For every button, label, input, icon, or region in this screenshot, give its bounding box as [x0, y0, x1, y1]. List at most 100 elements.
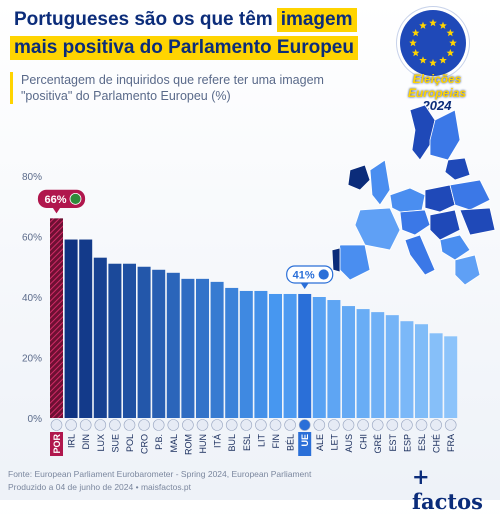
flag-icon [50, 419, 63, 431]
bar-fra [444, 336, 458, 418]
flag-icon [342, 419, 355, 431]
x-tick-label: ESL [417, 434, 427, 451]
x-tick-label: ALE [315, 434, 325, 451]
x-tick-label: POL [125, 434, 135, 452]
bar-esp [400, 321, 414, 418]
x-tick-label: CRO [140, 434, 150, 454]
flag-icon [430, 419, 442, 431]
bar-por [50, 218, 63, 418]
eu-flag-badge [400, 10, 466, 76]
bar-bul [225, 287, 239, 418]
x-tick-label: ESP [402, 434, 412, 452]
label-highlight [50, 432, 63, 456]
flag-icon [123, 419, 136, 431]
bar-aus [342, 306, 355, 418]
eu-star [446, 49, 455, 57]
flag-icon [298, 419, 311, 431]
flag-icon [444, 419, 457, 431]
chart-subtitle: Percentagem de inquiridos que refere ter… [10, 72, 351, 104]
eu-star [449, 39, 457, 47]
x-tick-label: IRL [67, 434, 77, 448]
flag-icon [65, 419, 77, 431]
flag-icon [371, 419, 384, 431]
y-tick-label: 60% [22, 233, 42, 244]
callout-label: 41% [293, 269, 315, 281]
eu-star [409, 39, 417, 47]
flag-icon [328, 419, 340, 431]
flag-icon [401, 419, 413, 431]
bar-mal [166, 272, 180, 418]
x-tick-label: ESL [242, 434, 252, 451]
flag-icon [255, 419, 267, 431]
footer-source: Fonte: European Parliament Eurobarometer… [8, 469, 312, 479]
eu-star [411, 29, 420, 37]
flag-icon [386, 419, 399, 431]
eu-star [429, 59, 437, 67]
x-tick-label: LUX [96, 434, 106, 452]
callout-pointer [52, 207, 61, 214]
bar-ale [312, 297, 326, 418]
x-tick-label: FRA [446, 434, 456, 452]
bar-est [385, 315, 399, 418]
x-tick-label: P.B. [154, 434, 164, 450]
x-tick-label: HUN [198, 434, 208, 454]
bar-rom [181, 278, 195, 418]
x-tick-label: CHÉ [432, 434, 442, 453]
footer-produced: Produzido a 04 de junho de 2024 • maisfa… [8, 482, 192, 492]
x-tick-label: AUS [344, 434, 354, 453]
europe-map [331, 104, 496, 286]
label-highlight [298, 432, 312, 456]
eu-star [411, 49, 420, 57]
flag-icon [79, 419, 92, 431]
x-tick-label: ROM [183, 434, 193, 455]
bar-chi [356, 309, 370, 418]
footer: Fonte: European Parliament Eurobarometer… [8, 468, 311, 494]
callout-flag-icon [69, 192, 82, 205]
eu-star [446, 29, 455, 37]
bar-lux [93, 257, 107, 418]
eu-star [439, 56, 447, 64]
badge-line1: Eleições Europeias [407, 72, 467, 100]
y-tick-label: 0% [28, 414, 43, 425]
flag-icon [182, 419, 194, 431]
y-tick-label: 20% [22, 354, 42, 365]
bar-din [79, 239, 93, 418]
bar-let [327, 300, 341, 418]
x-tick-label: SUE [110, 434, 120, 453]
x-tick-label: BUL [227, 434, 237, 452]
callout-flag-icon [317, 268, 330, 281]
eu-star [419, 21, 427, 29]
eu-star [429, 19, 437, 27]
bar-ché [429, 333, 443, 418]
flag-icon [357, 419, 369, 431]
x-tick-label: UE [300, 434, 310, 447]
callout-pointer [300, 282, 309, 289]
flag-icon [94, 419, 107, 431]
y-tick-label: 40% [22, 293, 42, 304]
flag-icon [109, 419, 121, 431]
bar-hun [196, 278, 209, 418]
flag-icon [284, 419, 296, 431]
y-tick-label: 80% [22, 172, 42, 183]
x-tick-label: DIN [81, 434, 91, 450]
flag-icon [211, 419, 223, 431]
bar-fin [269, 293, 282, 418]
eu-star [419, 56, 427, 64]
x-tick-label: BÉL [286, 434, 296, 451]
flag-icon [152, 419, 165, 431]
eu-stars-icon [409, 19, 457, 67]
x-tick-label: POR [52, 434, 62, 454]
bar-pol [123, 263, 136, 418]
x-tick-label: CHI [359, 434, 369, 450]
x-tick-label: ITÁ [213, 434, 223, 448]
flag-icon [225, 419, 238, 431]
bar-itá [210, 281, 224, 418]
flag-icon [167, 419, 180, 431]
title-line2: mais positiva do Parlamento Europeu [10, 36, 358, 60]
title-highlight: imagem [276, 8, 357, 32]
bar-bél [283, 293, 297, 418]
flag-icon [138, 419, 150, 431]
callout-label: 66% [44, 194, 66, 206]
bar-irl [64, 239, 78, 418]
x-tick-label: GRÉ [373, 434, 383, 454]
